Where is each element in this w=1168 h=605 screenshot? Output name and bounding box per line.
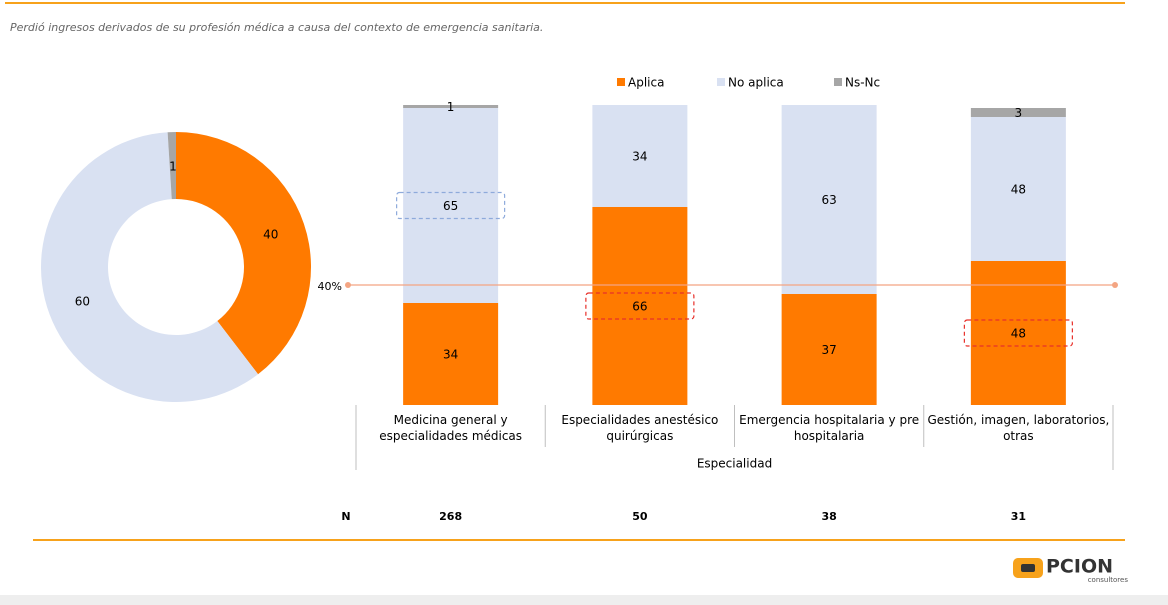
footer-band — [0, 595, 1168, 605]
bar-segment — [403, 105, 499, 108]
data-label: 1 — [447, 100, 455, 114]
reference-dot — [345, 282, 351, 288]
data-label: 3 — [1015, 106, 1023, 120]
x-tick-label: Emergencia hospitalaria y pre hospitalar… — [739, 413, 920, 443]
donut-slice — [176, 132, 312, 375]
category-label-box: Emergencia hospitalaria y pre hospitalar… — [739, 413, 920, 443]
bar-segment — [403, 108, 499, 303]
donut-slice — [167, 132, 176, 200]
data-label: 34 — [443, 348, 458, 362]
x-tick-label: Especialidades anestésico quirúrgicas — [561, 413, 719, 443]
legend-swatch — [617, 78, 625, 86]
n-value: 50 — [632, 510, 648, 523]
x-tick-label: Medicina general y especialidades médica… — [379, 413, 523, 443]
n-value: 268 — [439, 510, 462, 523]
highlight-box — [585, 292, 695, 320]
legend-swatch — [834, 78, 842, 86]
logo-tagline: consultores — [1088, 576, 1129, 584]
data-label: 66 — [632, 300, 647, 314]
legend-label: Ns-Nc — [845, 76, 880, 90]
logo-icon-inner — [1021, 564, 1035, 572]
data-label: 65 — [443, 199, 458, 213]
highlight-box — [396, 191, 506, 220]
data-label: 34 — [632, 150, 647, 164]
data-label: 40 — [263, 227, 278, 241]
bar-segment — [781, 294, 877, 405]
x-tick-label: Gestión, imagen, laboratorios, otras — [927, 413, 1110, 443]
legend-label: Aplica — [628, 76, 664, 90]
bar-segment — [781, 105, 877, 294]
donut-slice — [40, 132, 259, 402]
data-label: 63 — [821, 193, 836, 207]
logo-name: PCION — [1046, 556, 1113, 578]
category-label-box: Medicina general y especialidades médica… — [379, 413, 523, 443]
category-label-box: Gestión, imagen, laboratorios, otras — [927, 413, 1110, 443]
n-label: N — [341, 510, 350, 523]
reference-label: 40% — [318, 280, 342, 293]
data-label: 1 — [169, 160, 177, 174]
data-label: 60 — [75, 295, 90, 309]
legend-label: No aplica — [728, 76, 784, 90]
category-label-box: Especialidades anestésico quirúrgicas — [561, 413, 719, 443]
bar-segment — [592, 105, 688, 207]
bar-segment — [403, 303, 499, 405]
highlight-box — [963, 319, 1073, 347]
data-label: 37 — [821, 343, 836, 357]
n-value: 31 — [1011, 510, 1026, 523]
bar-segment — [592, 207, 688, 405]
subtitle: Perdió ingresos derivados de su profesió… — [10, 21, 543, 34]
data-label: 48 — [1011, 327, 1026, 341]
reference-dot — [1112, 282, 1118, 288]
bar-segment — [970, 108, 1066, 117]
x-axis-title: Especialidad — [697, 457, 772, 471]
legend-swatch — [717, 78, 725, 86]
n-value: 38 — [821, 510, 836, 523]
data-label: 48 — [1011, 183, 1026, 197]
bar-segment — [970, 117, 1066, 261]
